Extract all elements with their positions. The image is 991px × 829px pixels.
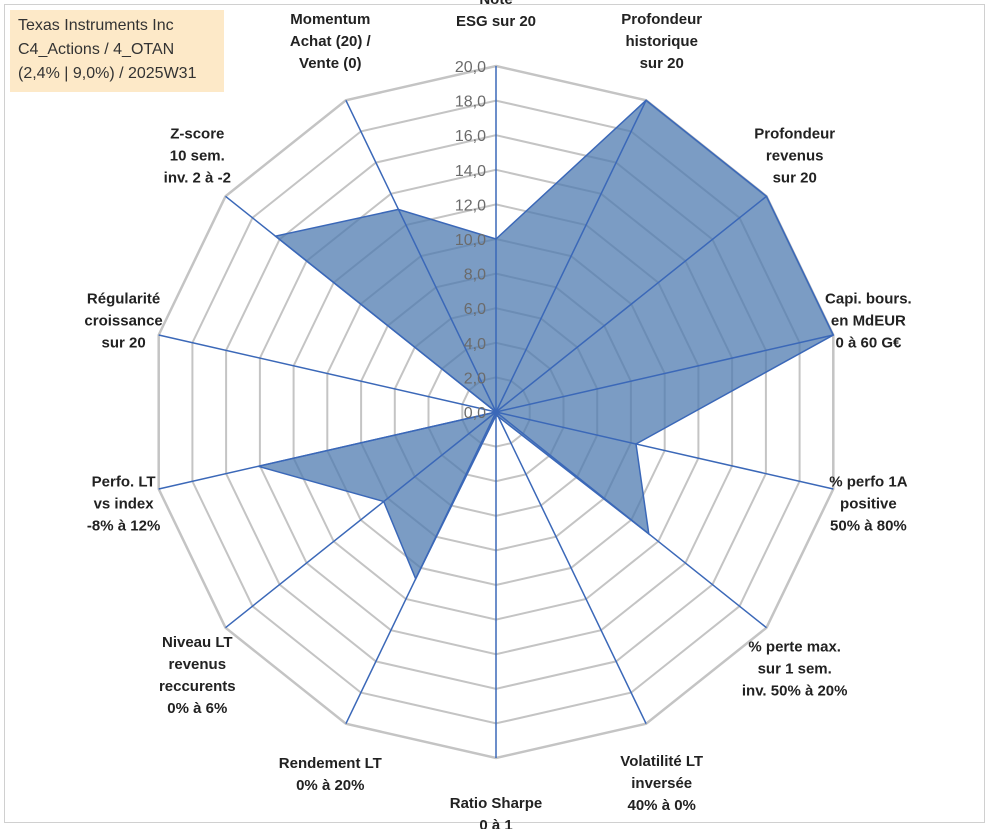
axis-label-line: % perfo 1A — [829, 474, 908, 491]
axis-spoke — [495, 411, 647, 725]
axis-label-group: Niveau LT revenus reccurents 0% à 6% — [159, 634, 236, 717]
axis-label-line: revenus — [766, 147, 824, 164]
axis-label-group: Note ESG sur 20 — [456, 0, 536, 30]
axis-label-line: sur 1 sem. — [758, 661, 832, 678]
axis-label-line: inv. 50% à 20% — [742, 683, 848, 700]
axis-label-line: % perte max. — [748, 639, 841, 656]
axis-label-line: Note — [479, 0, 512, 8]
axis-label-line: Vente (0) — [299, 55, 362, 72]
axis-spoke — [345, 411, 497, 725]
axis-label-line: sur 20 — [101, 334, 145, 351]
tick-label: 16,0 — [455, 128, 486, 145]
tick-label: 4,0 — [464, 336, 486, 353]
axis-spoke — [495, 334, 834, 413]
axis-label-group: Perfo. LT vs index -8% à 12% — [87, 474, 160, 535]
axis-label-group: Capi. bours. en MdEUR 0 à 60 G€ — [825, 290, 912, 351]
axis-label-line: Capi. bours. — [825, 290, 912, 307]
axis-spoke — [158, 411, 497, 490]
axis-label-line: 0 à 1 — [479, 817, 512, 829]
tick-label: 18,0 — [455, 94, 486, 111]
axis-label-line: -8% à 12% — [87, 518, 160, 535]
axis-label-group: Volatilité LT inversée 40% à 0% — [620, 753, 703, 814]
axis-label-line: inv. 2 à -2 — [164, 169, 231, 186]
axis-label-line: sur 20 — [773, 169, 817, 186]
axis-label-line: vs index — [94, 496, 155, 513]
axis-label-line: Perfo. LT — [92, 474, 156, 491]
axis-label-line: 10 sem. — [170, 147, 225, 164]
axis-label-group: % perte max. sur 1 sem. inv. 50% à 20% — [742, 639, 848, 700]
axis-label-line: Profondeur — [621, 11, 702, 28]
chart-title-box: Texas Instruments Inc C4_Actions / 4_OTA… — [10, 10, 224, 92]
tick-label: 10,0 — [455, 232, 486, 249]
axis-label-line: Niveau LT — [162, 634, 233, 651]
axis-label-line: Z-score — [170, 125, 224, 142]
axis-spokes — [158, 66, 834, 758]
title-line-weights: (2,4% | 9,0%) / 2025W31 — [18, 65, 197, 82]
axis-label-line: ESG sur 20 — [456, 13, 536, 30]
tick-label: 12,0 — [455, 197, 486, 214]
axis-spoke — [158, 334, 497, 413]
tick-label: 6,0 — [464, 301, 486, 318]
axis-label-line: 0% à 6% — [167, 700, 227, 717]
axis-spoke — [495, 99, 647, 413]
axis-label-line: Ratio Sharpe — [450, 795, 543, 812]
axis-labels: Note ESG sur 20 Profondeur historique sur 20… — [84, 0, 911, 829]
axis-label-line: Rendement LT — [279, 755, 382, 772]
tick-label: 14,0 — [455, 163, 486, 180]
axis-label-line: Momentum — [290, 11, 370, 28]
axis-label-line: revenus — [169, 656, 227, 673]
axis-spoke — [345, 99, 497, 413]
axis-label-line: Volatilité LT — [620, 753, 703, 770]
axis-label-line: en MdEUR — [831, 312, 906, 329]
axis-label-group: Profondeur revenus sur 20 — [754, 125, 835, 186]
tick-label: 2,0 — [464, 370, 486, 387]
chart-frame — [4, 4, 985, 823]
axis-label-line: reccurents — [159, 678, 236, 695]
tick-labels: 0,0 2,0 4,0 6,0 8,0 10,0 12,0 14,0 16,0 18,0 20,0 — [455, 59, 486, 422]
axis-label-line: sur 20 — [640, 55, 684, 72]
axis-label-line: 40% à 0% — [628, 797, 696, 814]
axis-label-group: Rendement LT 0% à 20% — [279, 755, 382, 794]
axis-label-line: Profondeur — [754, 125, 835, 142]
axis-spoke — [495, 411, 834, 490]
axis-label-group: % perfo 1A positive 50% à 80% — [829, 474, 908, 535]
axis-label-line: 0% à 20% — [296, 777, 364, 794]
axis-label-line: historique — [625, 33, 698, 50]
axis-spoke — [495, 411, 767, 629]
axis-label-line: Achat (20) / — [290, 33, 372, 50]
axis-spoke — [495, 195, 767, 413]
axis-label-group: Z-score 10 sem. inv. 2 à -2 — [164, 125, 231, 186]
axis-spoke — [225, 411, 497, 629]
axis-label-line: positive — [840, 496, 897, 513]
axis-label-line: inversée — [631, 775, 692, 792]
title-line-category: C4_Actions / 4_OTAN — [18, 41, 175, 58]
axis-label-line: 0 à 60 G€ — [835, 334, 902, 351]
axis-label-line: 50% à 80% — [830, 518, 907, 535]
tick-label: 0,0 — [464, 405, 486, 422]
tick-label: 8,0 — [464, 267, 486, 284]
title-line-company: Texas Instruments Inc — [18, 17, 174, 34]
axis-label-line: Régularité — [87, 290, 160, 307]
axis-label-group: Momentum Achat (20) / Vente (0) — [290, 11, 372, 72]
axis-label-group: Régularité croissance sur 20 — [84, 290, 162, 351]
tick-label: 20,0 — [455, 59, 486, 76]
axis-label-group: Profondeur historique sur 20 — [621, 11, 702, 72]
axis-label-group: Ratio Sharpe 0 à 1 — [450, 795, 543, 829]
axis-label-line: croissance — [84, 312, 162, 329]
axis-spoke — [225, 195, 497, 413]
